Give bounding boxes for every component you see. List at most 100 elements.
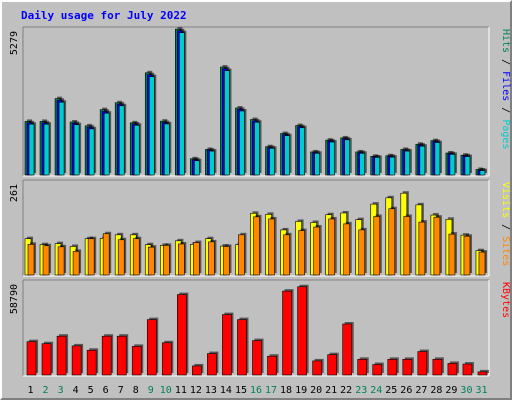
bar-pages-day-31: [479, 170, 486, 176]
legend-hits: Hits: [500, 29, 511, 53]
bar-kbytes-day-27: [417, 351, 428, 376]
bar-sites-day-10: [162, 245, 170, 276]
x-tick-label-day-14: 14: [220, 385, 232, 396]
bar-kbytes-day-9: [146, 319, 157, 376]
bar-pages-day-23: [359, 153, 366, 176]
x-tick-label-day-9: 9: [148, 385, 154, 396]
bar-kbytes-day-31-shadow: [479, 369, 489, 373]
bar-sites-day-8: [132, 238, 140, 276]
bar-kbytes-day-31: [477, 371, 488, 376]
x-tick-label-day-3: 3: [58, 385, 64, 396]
bar-sites-day-11: [178, 243, 185, 276]
bar-pages-day-20: [314, 153, 320, 176]
bar-pages-day-5: [88, 128, 95, 176]
bar-pages-day-6: [103, 112, 110, 176]
bar-kbytes-day-20: [312, 360, 322, 376]
bar-kbytes-day-10: [161, 342, 172, 376]
bar-pages-day-2: [43, 123, 50, 176]
bar-kbytes-day-15: [237, 319, 247, 376]
bar-sites-day-29: [448, 233, 456, 276]
x-tick-label-day-16: 16: [250, 385, 262, 396]
x-tick-label-day-19: 19: [295, 385, 307, 396]
x-tick-label-day-12: 12: [190, 385, 202, 396]
bar-sites-day-19: [298, 230, 305, 276]
x-tick-label-day-17: 17: [265, 385, 277, 396]
bar-kbytes-day-12: [192, 365, 202, 376]
bar-pages-day-19: [299, 127, 305, 176]
bar-kbytes-day-18: [282, 290, 292, 376]
bar-sites-day-14: [223, 246, 230, 276]
bar-pages-day-14: [224, 70, 230, 176]
x-tick-label-day-13: 13: [205, 385, 217, 396]
bar-pages-day-7: [118, 105, 125, 176]
bar-pages-day-8: [133, 124, 140, 176]
bar-pages-day-17: [269, 148, 275, 176]
bar-kbytes-day-21: [327, 354, 337, 376]
bar-sites-day-7: [117, 239, 125, 276]
chart-title: Daily usage for July 2022: [21, 9, 187, 22]
x-tick-label-day-20: 20: [310, 385, 322, 396]
bar-sites-day-27: [418, 221, 426, 276]
bar-pages-day-29: [449, 154, 456, 176]
bar-sites-day-22: [343, 223, 351, 276]
x-tick-label-day-26: 26: [400, 385, 412, 396]
bar-sites-day-15: [238, 234, 245, 276]
bar-pages-day-12: [194, 160, 200, 176]
bar-kbytes-day-7: [116, 335, 127, 376]
bar-pages-day-4: [73, 124, 80, 176]
bar-sites-day-5: [87, 238, 95, 276]
bar-sites-day-3: [57, 246, 65, 276]
x-tick-label-day-1: 1: [28, 385, 34, 396]
bar-kbytes-day-19: [297, 286, 307, 376]
bar-sites-day-12: [193, 242, 200, 276]
x-tick-label-day-2: 2: [43, 385, 49, 396]
bar-kbytes-day-13: [207, 353, 217, 376]
bar-sites-day-26: [403, 216, 411, 276]
bar-kbytes-day-28: [432, 359, 443, 376]
bar-kbytes-day-1: [26, 341, 37, 376]
legend-kbytes: KBytes: [500, 282, 511, 318]
bar-kbytes-day-11: [177, 294, 187, 376]
x-tick-label-day-5: 5: [88, 385, 94, 396]
x-tick-label-day-30: 30: [460, 385, 472, 396]
bar-kbytes-day-24: [372, 364, 383, 376]
bar-sites-day-1: [27, 244, 35, 276]
x-tick-label-day-8: 8: [133, 385, 139, 396]
bar-pages-day-21: [329, 141, 335, 176]
bar-pages-day-3: [58, 101, 65, 176]
bar-pages-day-24: [374, 157, 381, 176]
bar-pages-day-11: [179, 32, 185, 176]
bar-kbytes-day-29: [447, 363, 458, 376]
bar-kbytes-day-23: [357, 359, 368, 376]
bar-kbytes-day-17: [267, 355, 277, 376]
right-legend-1: Visits / Sites: [500, 182, 511, 266]
y-axis-max-label-2: 58790: [9, 284, 20, 314]
bar-kbytes-day-5: [86, 349, 97, 376]
bar-sites-day-24: [373, 216, 381, 276]
legend-files: Files: [500, 71, 511, 101]
x-tick-label-day-7: 7: [118, 385, 124, 396]
bar-kbytes-day-26: [402, 359, 413, 376]
x-tick-label-day-6: 6: [103, 385, 109, 396]
x-tick-label-day-18: 18: [280, 385, 292, 396]
x-tick-label-day-24: 24: [370, 385, 382, 396]
x-tick-label-day-31: 31: [475, 385, 487, 396]
x-tick-label-day-11: 11: [175, 385, 187, 396]
bar-kbytes-day-2: [41, 343, 52, 376]
bar-pages-day-27: [419, 145, 426, 176]
x-tick-label-day-10: 10: [160, 385, 172, 396]
bar-pages-day-28: [434, 142, 441, 176]
bar-sites-day-30: [463, 235, 471, 276]
x-tick-label-day-23: 23: [355, 385, 367, 396]
bar-sites-day-20: [313, 226, 320, 276]
y-axis-max-label-0: 5279: [9, 31, 20, 55]
bar-pages-day-13: [209, 150, 215, 176]
bar-sites-day-18: [283, 234, 290, 276]
legend-pages: Pages: [500, 119, 511, 149]
bar-kbytes-day-14: [222, 314, 232, 376]
bar-sites-day-23: [358, 229, 366, 276]
x-tick-label-day-22: 22: [340, 385, 352, 396]
bar-pages-day-30: [464, 156, 471, 176]
legend-sites: Sites: [500, 236, 511, 266]
